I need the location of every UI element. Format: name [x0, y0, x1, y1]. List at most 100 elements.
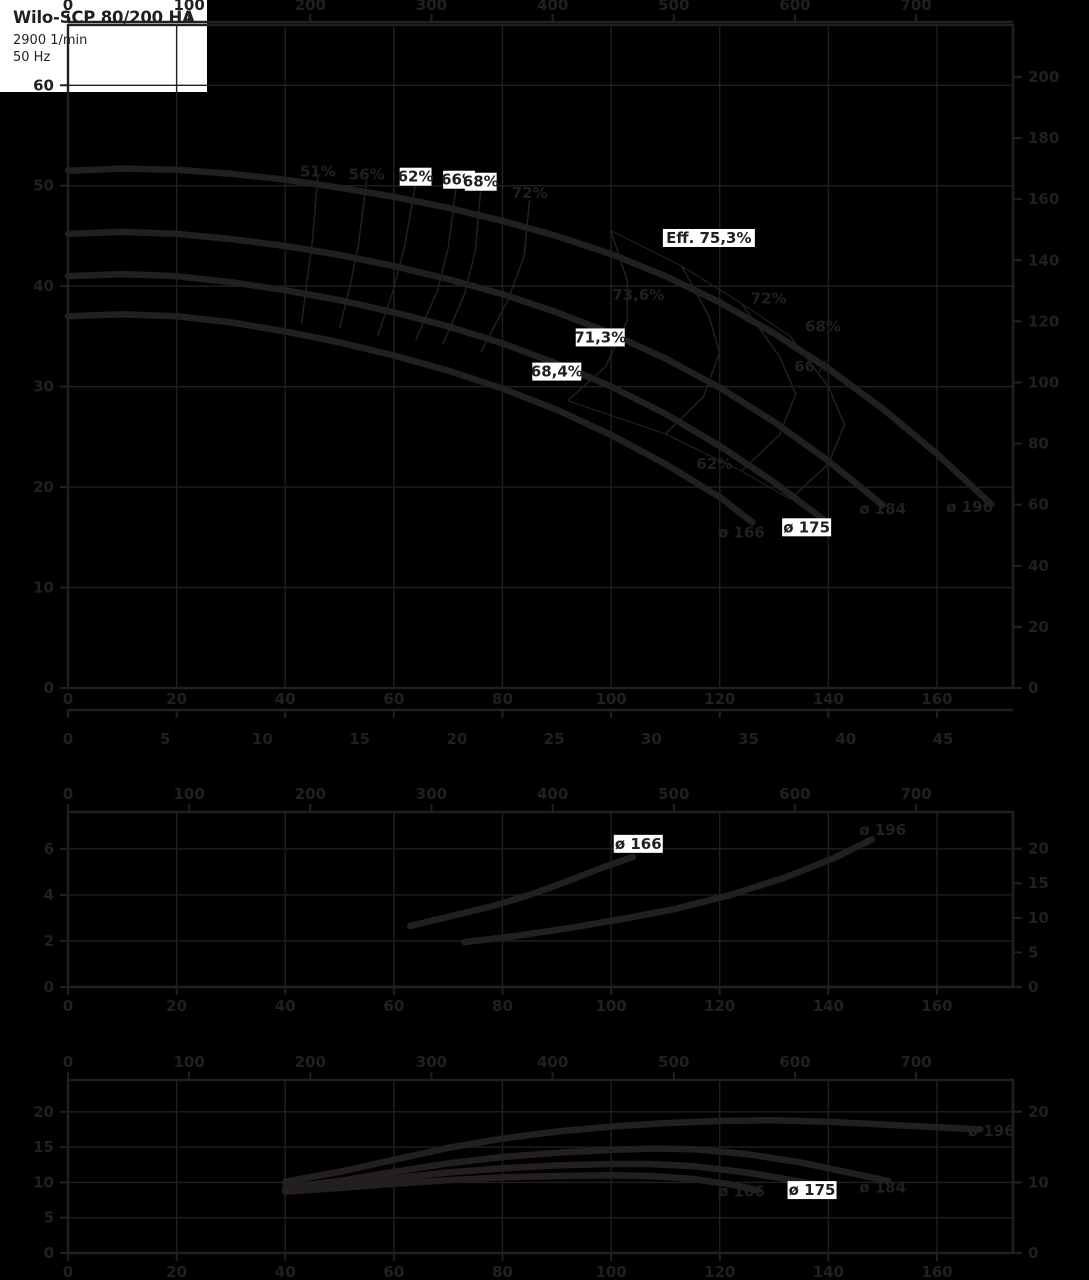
svg-text:60: 60 [383, 1263, 404, 1280]
efficiency-island [567, 230, 629, 402]
svg-text:60: 60 [383, 690, 404, 708]
svg-text:15: 15 [349, 730, 370, 748]
svg-text:300: 300 [416, 0, 447, 14]
efficiency-island [664, 265, 721, 435]
svg-text:80: 80 [492, 997, 513, 1015]
chart-annotation: 66% [794, 358, 830, 376]
svg-text:140: 140 [813, 997, 844, 1015]
svg-text:0: 0 [63, 1263, 73, 1280]
svg-text:300: 300 [416, 1053, 447, 1071]
svg-text:60: 60 [1028, 496, 1049, 514]
svg-text:10: 10 [33, 1173, 54, 1191]
npsh-labels: ø 166 ø 196 [613, 821, 906, 853]
svg-text:0: 0 [1028, 1244, 1038, 1262]
label-highlight [613, 834, 663, 853]
power-curve-chart: 0 100 200 300 400 500 600 700 0 5 10 15 20 0 10 20 0 20 40… [0, 1025, 1089, 1280]
chart-annotation: 62% [398, 168, 434, 186]
svg-text:0: 0 [44, 978, 54, 996]
svg-text:30: 30 [33, 378, 54, 396]
svg-text:35: 35 [738, 730, 759, 748]
label-highlight [575, 328, 625, 347]
npsh-curve [406, 853, 637, 930]
npsh-curve [461, 836, 876, 946]
svg-text:20: 20 [33, 478, 54, 496]
svg-text:600: 600 [779, 0, 810, 14]
svg-text:140: 140 [813, 690, 844, 708]
svg-text:200: 200 [295, 1053, 326, 1071]
svg-text:10: 10 [33, 579, 54, 597]
svg-text:600: 600 [779, 785, 810, 803]
svg-text:600: 600 [779, 1053, 810, 1071]
diameter-label: ø 166 [615, 835, 662, 853]
svg-text:40: 40 [1028, 557, 1049, 575]
efficiency-island [300, 175, 319, 325]
chart-annotation: ø 196 [946, 498, 993, 516]
svg-text:140: 140 [1028, 251, 1059, 269]
svg-text:5: 5 [44, 1209, 54, 1227]
label-highlight [782, 518, 832, 537]
head-curve-chart: 0 100 200 300 400 500 600 700 0 10 20 30 40 50 60 0 20 40… [33, 0, 1059, 748]
chart-annotation: 73,6% [612, 286, 664, 304]
head-labels: 51% 56% 62% 66% 68% 72% Eff. 75,3% 73,6% 72% 68% 7… [300, 163, 993, 542]
efficiency-island [480, 199, 531, 353]
head-curves [64, 165, 995, 527]
diameter-label: ø 166 [718, 1183, 765, 1201]
svg-text:100: 100 [595, 997, 626, 1015]
svg-text:500: 500 [658, 785, 689, 803]
label-highlight [464, 172, 497, 191]
label-highlight [399, 167, 432, 186]
svg-text:25: 25 [544, 730, 565, 748]
svg-text:0: 0 [63, 785, 73, 803]
svg-text:5: 5 [160, 730, 170, 748]
svg-text:700: 700 [900, 0, 931, 14]
head-efficiency-islands [300, 175, 846, 500]
svg-text:4: 4 [44, 886, 54, 904]
head-axes: 0 100 200 300 400 500 600 700010203040506002040… [33, 0, 1059, 748]
svg-text:120: 120 [704, 690, 735, 708]
svg-text:100: 100 [595, 690, 626, 708]
svg-text:500: 500 [658, 1053, 689, 1071]
svg-text:120: 120 [1028, 312, 1059, 330]
head-curve [64, 311, 756, 526]
svg-text:0: 0 [44, 1244, 54, 1262]
efficiency-island [414, 185, 458, 341]
svg-text:160: 160 [921, 997, 952, 1015]
svg-text:0: 0 [44, 679, 54, 697]
svg-text:700: 700 [900, 1053, 931, 1071]
efficiency-island [442, 188, 482, 345]
svg-text:120: 120 [704, 997, 735, 1015]
diameter-label: ø 175 [789, 1181, 836, 1199]
chart-annotation: ø 175 [783, 518, 830, 536]
pump-frequency: 50 Hz [13, 50, 51, 66]
svg-text:10: 10 [1028, 909, 1049, 927]
label-highlight [532, 362, 582, 381]
svg-text:80: 80 [492, 1263, 513, 1280]
svg-text:0: 0 [63, 690, 73, 708]
svg-text:200: 200 [1028, 68, 1059, 86]
power-curve [281, 1116, 984, 1185]
chart-annotation: ø 184 [859, 500, 906, 518]
svg-text:40: 40 [275, 997, 296, 1015]
svg-text:20: 20 [1028, 618, 1049, 636]
svg-text:400: 400 [537, 785, 568, 803]
svg-text:100: 100 [595, 1263, 626, 1280]
svg-text:20: 20 [166, 690, 187, 708]
efficiency-island [789, 335, 846, 500]
svg-text:400: 400 [537, 1053, 568, 1071]
diameter-label: ø 196 [968, 1122, 1015, 1140]
svg-text:10: 10 [1028, 1173, 1049, 1191]
efficiency-island [338, 179, 368, 329]
efficiency-island [376, 183, 417, 337]
svg-text:400: 400 [537, 0, 568, 14]
power-curves [281, 1116, 984, 1195]
svg-text:160: 160 [921, 690, 952, 708]
chart-annotation: 71,3% [574, 328, 626, 346]
svg-text:0: 0 [63, 1053, 73, 1071]
svg-text:30: 30 [641, 730, 662, 748]
svg-text:700: 700 [900, 785, 931, 803]
svg-text:0: 0 [63, 997, 73, 1015]
svg-text:40: 40 [835, 730, 856, 748]
chart-annotation: Eff. 75,3% [666, 229, 751, 247]
chart-annotation: 56% [349, 166, 385, 184]
